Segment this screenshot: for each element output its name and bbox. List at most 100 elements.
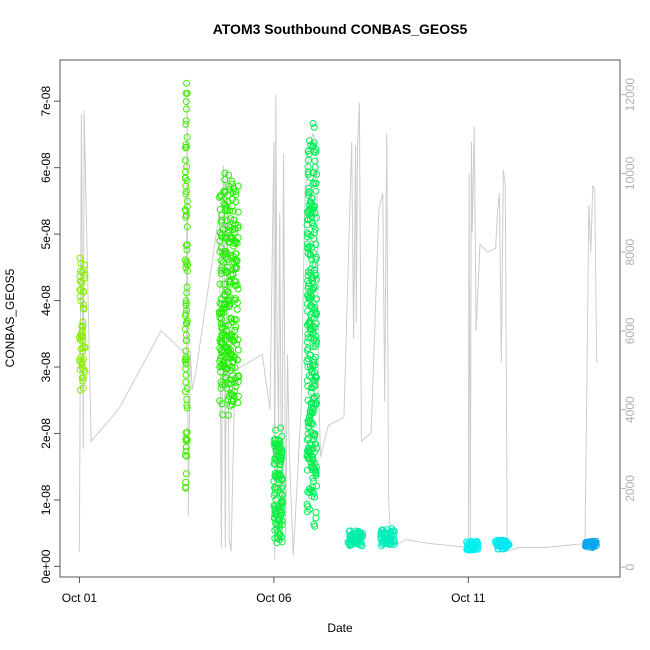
data-point — [312, 241, 320, 249]
data-point — [221, 381, 229, 389]
y-axis-right: 0 2000 4000 6000 8000 10000 12000 — [620, 78, 637, 570]
series-2 — [181, 79, 191, 492]
data-point — [217, 315, 225, 323]
data-point — [182, 117, 190, 125]
data-point — [304, 189, 312, 197]
data-point — [224, 364, 232, 372]
data-point — [307, 215, 314, 223]
data-point — [305, 184, 313, 192]
data-point — [183, 395, 191, 403]
data-point — [305, 150, 313, 158]
series-10 — [581, 537, 600, 551]
y-tick-label: 4e-08 — [39, 285, 53, 316]
data-point — [183, 163, 191, 171]
data-point — [304, 163, 312, 171]
data-point — [182, 484, 190, 492]
data-point — [233, 299, 241, 307]
data-point — [356, 540, 364, 548]
data-point — [270, 492, 278, 499]
x-axis-label: Date — [327, 621, 353, 635]
altitude-line — [78, 90, 598, 560]
data-point — [182, 168, 189, 176]
data-point — [80, 301, 88, 309]
data-point — [221, 373, 229, 381]
data-point — [308, 219, 316, 227]
data-point — [312, 374, 320, 382]
data-point — [224, 263, 232, 271]
x-tick-label: Oct 01 — [62, 591, 98, 605]
data-point — [277, 511, 285, 519]
data-point — [234, 346, 242, 354]
data-point — [303, 508, 311, 516]
data-point — [183, 133, 191, 141]
y-right-tick-label: 8000 — [623, 238, 637, 265]
data-point — [182, 371, 190, 379]
data-point — [182, 144, 189, 152]
data-point — [232, 250, 240, 258]
data-point — [303, 291, 311, 299]
data-point — [311, 381, 318, 389]
data-point — [218, 381, 226, 389]
y-tick-label: 6e-08 — [39, 152, 53, 183]
data-point — [305, 242, 313, 250]
data-point — [274, 484, 282, 492]
data-point — [233, 305, 241, 313]
data-point — [225, 171, 233, 179]
data-point — [275, 444, 283, 452]
data-point — [276, 466, 284, 473]
data-point — [217, 368, 225, 376]
data-point — [312, 187, 320, 195]
data-point — [310, 336, 318, 344]
data-point — [217, 347, 225, 355]
data-point — [182, 207, 190, 215]
data-point — [306, 449, 314, 457]
data-point — [307, 314, 315, 322]
data-point — [233, 356, 241, 364]
data-point — [220, 291, 228, 299]
y-tick-label: 7e-08 — [39, 86, 53, 117]
data-point — [226, 339, 233, 347]
y-tick-label: 3e-08 — [39, 351, 53, 382]
data-point — [231, 326, 239, 334]
data-point — [183, 223, 191, 231]
data-point — [304, 245, 312, 252]
data-point — [274, 469, 282, 477]
data-point — [183, 404, 191, 412]
data-point — [303, 358, 311, 365]
data-point — [308, 361, 316, 369]
data-point — [216, 314, 224, 321]
data-point — [230, 277, 238, 285]
data-point — [304, 334, 312, 342]
data-point — [310, 123, 318, 131]
data-point — [311, 209, 319, 217]
data-point — [305, 449, 313, 456]
data-point — [224, 222, 232, 230]
data-point — [230, 387, 238, 395]
series-9 — [492, 536, 513, 553]
scatter-points — [76, 79, 600, 554]
data-point — [306, 351, 314, 359]
data-point — [313, 444, 321, 452]
data-point — [270, 502, 278, 510]
data-point — [312, 508, 320, 516]
data-point — [79, 266, 87, 274]
data-point — [307, 141, 315, 149]
data-point — [182, 470, 190, 478]
data-point — [304, 210, 312, 217]
data-point — [313, 399, 321, 407]
data-point — [309, 477, 317, 485]
data-point — [304, 250, 312, 258]
data-point — [306, 408, 314, 416]
data-point — [307, 388, 315, 396]
data-point — [183, 246, 191, 254]
data-point — [217, 193, 225, 201]
data-point — [81, 274, 89, 282]
data-point — [226, 278, 234, 286]
data-point — [181, 156, 189, 164]
data-point — [182, 353, 190, 361]
data-point — [219, 411, 227, 419]
data-point — [218, 338, 226, 346]
y-tick-label: 5e-08 — [39, 218, 53, 249]
data-point — [310, 222, 318, 230]
